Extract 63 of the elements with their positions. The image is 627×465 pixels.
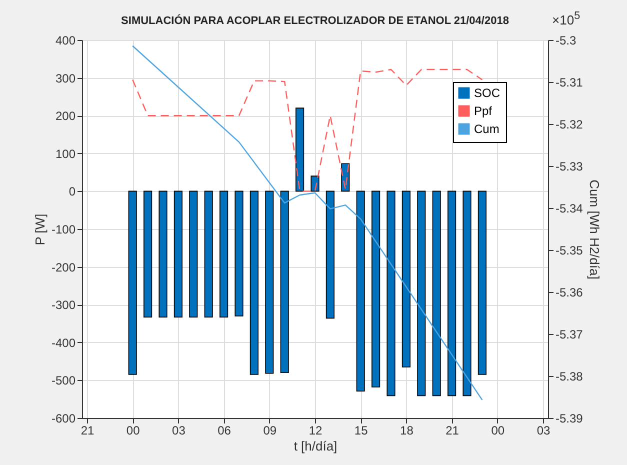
legend-label: Cum: [474, 122, 500, 136]
bar: [234, 190, 244, 316]
bar: [280, 190, 289, 374]
bar: [462, 190, 472, 396]
bar: [189, 190, 198, 318]
y2-tick-label: -5.36: [556, 286, 584, 300]
bar: [204, 190, 213, 318]
x-tick-label: 00: [126, 424, 140, 438]
x-tick-label: 03: [172, 424, 186, 438]
x-tick-label: 06: [218, 424, 232, 438]
bar: [250, 190, 258, 375]
bar: [174, 190, 182, 318]
y-tick-label: -500: [51, 374, 76, 388]
y-tick-label: 300: [55, 71, 76, 86]
y2-axis-title: Cum [Wh H2/día]: [586, 180, 602, 280]
y-tick-label: -200: [51, 260, 76, 274]
y-tick-label: -300: [51, 298, 76, 312]
y2-tick-label: -5.3: [556, 34, 577, 48]
y2-tick-label: -5.32: [556, 118, 584, 132]
y-tick-label: 200: [55, 109, 76, 124]
y2-tick-label: -5.35: [556, 244, 584, 258]
x-tick-label: 21: [80, 424, 94, 438]
x-tick-label: 21: [446, 424, 460, 438]
y-tick-label: 0: [68, 184, 76, 199]
x-tick-label: 03: [536, 424, 550, 438]
y-tick-label: -100: [51, 222, 76, 236]
x-tick-label: 09: [263, 424, 277, 438]
bar: [448, 190, 456, 396]
legend-label: SOC: [474, 86, 500, 100]
bar: [220, 190, 228, 318]
y-tick-label: 400: [55, 34, 76, 48]
x-tick-label: 12: [308, 424, 322, 438]
bar: [296, 108, 304, 192]
bar: [144, 190, 152, 318]
x-axis-title: t [h/día]: [294, 438, 338, 454]
y2-tick-label: -5.31: [556, 76, 584, 90]
y2-tick-label: -5.38: [556, 370, 584, 384]
bar: [417, 190, 426, 396]
bar: [310, 176, 320, 192]
x-tick-label: 18: [400, 424, 414, 438]
y2-tick-label: -5.34: [556, 202, 584, 216]
bar: [158, 190, 168, 318]
x-tick-label: 00: [491, 424, 505, 438]
y2-tick-label: -5.37: [556, 328, 584, 342]
y-tick-label: 100: [55, 146, 76, 161]
x-tick-label: 15: [354, 424, 368, 438]
bar: [372, 190, 380, 388]
chart-title: SIMULACIÓN PARA ACOPLAR ELECTROLIZADOR DE ETANOL 21/04/2018: [121, 14, 509, 27]
bar: [402, 190, 410, 368]
y2-tick-label: -5.39: [556, 412, 584, 426]
legend-label: Ppf: [474, 104, 493, 118]
bar: [386, 190, 396, 396]
bar: [326, 190, 334, 319]
y-axis-title: P [W]: [32, 214, 48, 246]
y2-tick-label: -5.33: [556, 160, 584, 174]
bar: [265, 190, 274, 374]
bar: [478, 190, 486, 375]
text: ×10$^{5}$: [552, 10, 580, 28]
bar: [128, 190, 137, 375]
bar: [432, 190, 441, 396]
y-tick-label: -400: [51, 336, 76, 350]
bar: [356, 190, 365, 392]
y-tick-label: -600: [51, 412, 76, 426]
